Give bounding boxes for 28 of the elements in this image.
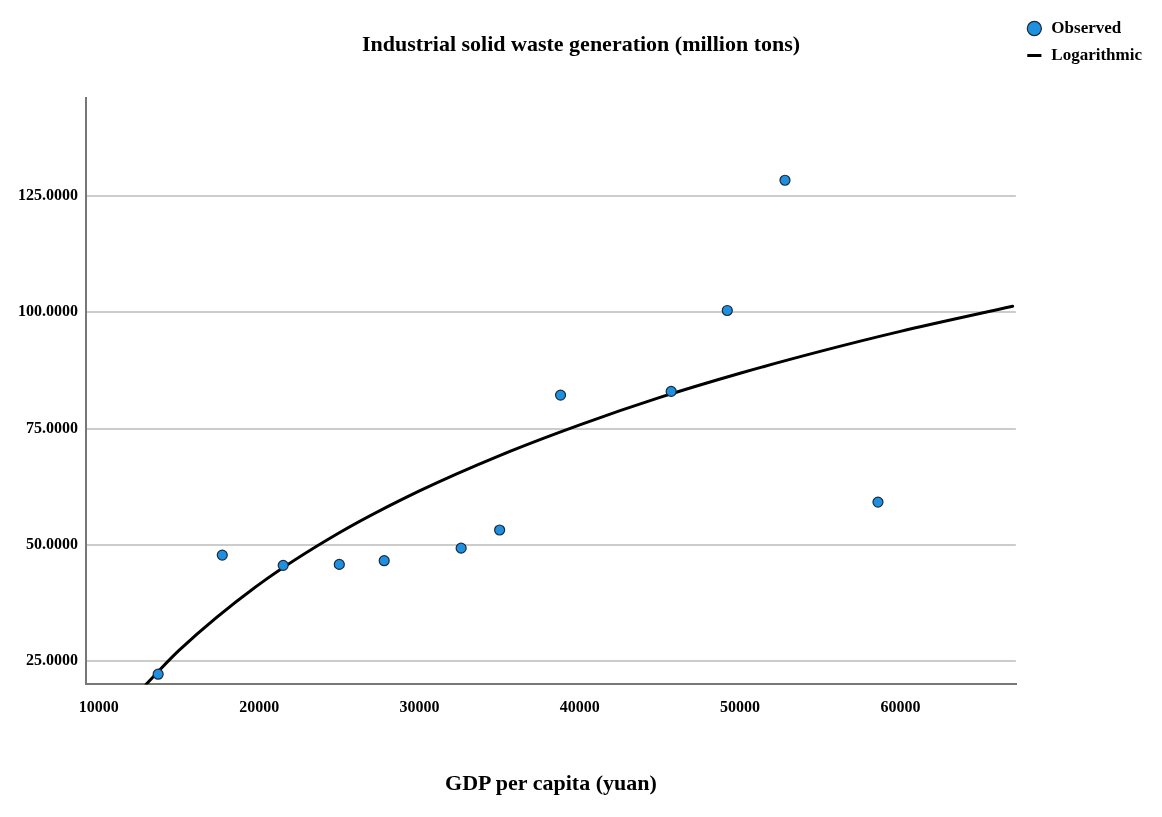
x-tick-label: 40000 xyxy=(559,698,600,716)
line-series xyxy=(144,304,1015,685)
y-tick-label: 25.0000 xyxy=(26,651,78,669)
point xyxy=(378,555,390,567)
x-axis-title: GDP per capita (yuan) xyxy=(445,770,657,796)
point xyxy=(665,385,677,397)
point xyxy=(152,668,164,680)
point xyxy=(721,304,733,317)
point xyxy=(554,389,567,401)
x-tick-label: 20000 xyxy=(239,698,280,716)
y-tick-label: 100.0000 xyxy=(18,302,78,320)
point xyxy=(333,558,345,571)
x-tick-label: 10000 xyxy=(78,698,119,716)
legend-label: Logarithmic xyxy=(1051,44,1143,64)
point xyxy=(277,559,289,571)
point xyxy=(779,174,791,186)
x-tick-label: 60000 xyxy=(880,698,921,716)
point xyxy=(216,549,228,561)
y-tick-label: 125.0000 xyxy=(18,186,78,204)
point xyxy=(494,524,506,536)
x-tick-label: 30000 xyxy=(399,698,440,716)
y-tick-label: 75.0000 xyxy=(26,418,78,436)
legend-label: Observed xyxy=(1051,17,1122,37)
y-tick-label: 50.0000 xyxy=(26,535,78,553)
point xyxy=(455,542,467,554)
x-tick-label: 50000 xyxy=(720,698,761,716)
point xyxy=(872,496,884,508)
chart-title: Industrial solid waste generation (million tons) xyxy=(361,30,801,56)
